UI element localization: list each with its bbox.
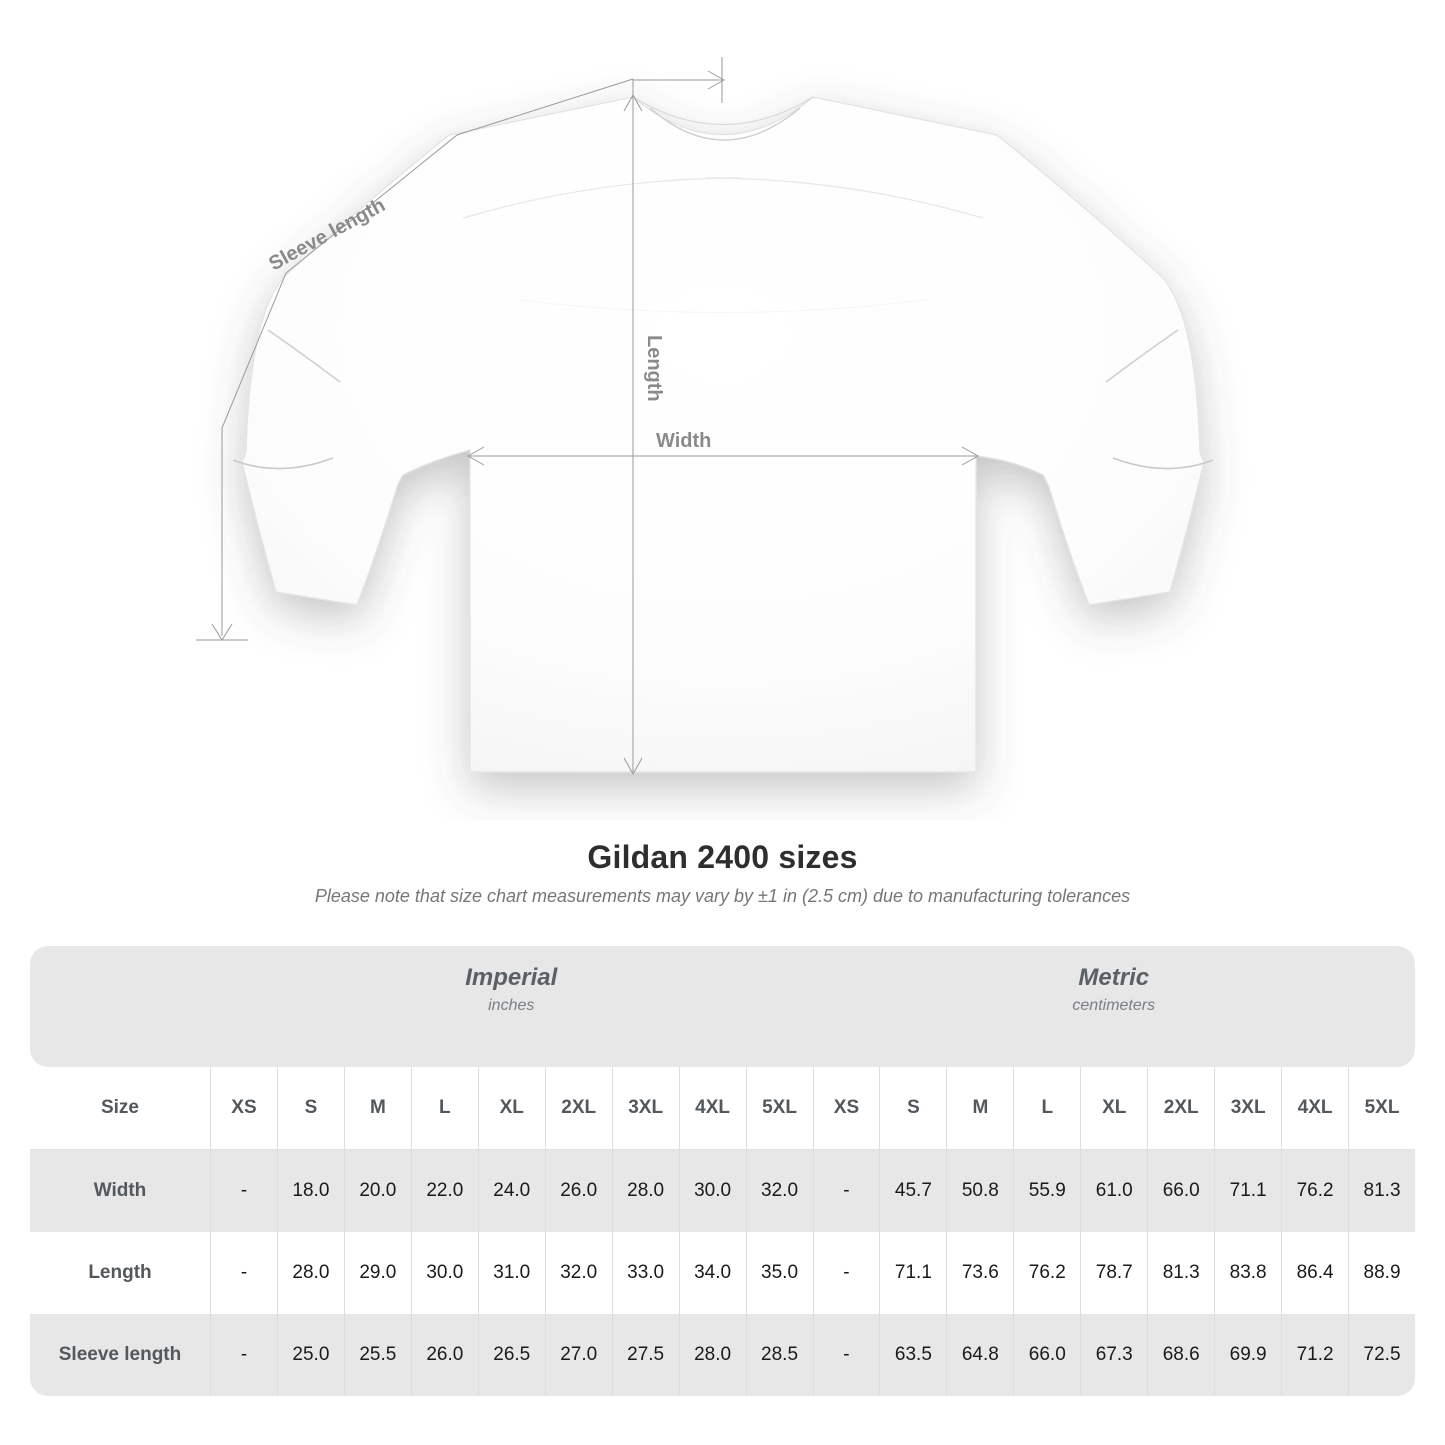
svg-text:Width: Width	[656, 430, 711, 452]
svg-text:Length: Length	[643, 335, 665, 402]
